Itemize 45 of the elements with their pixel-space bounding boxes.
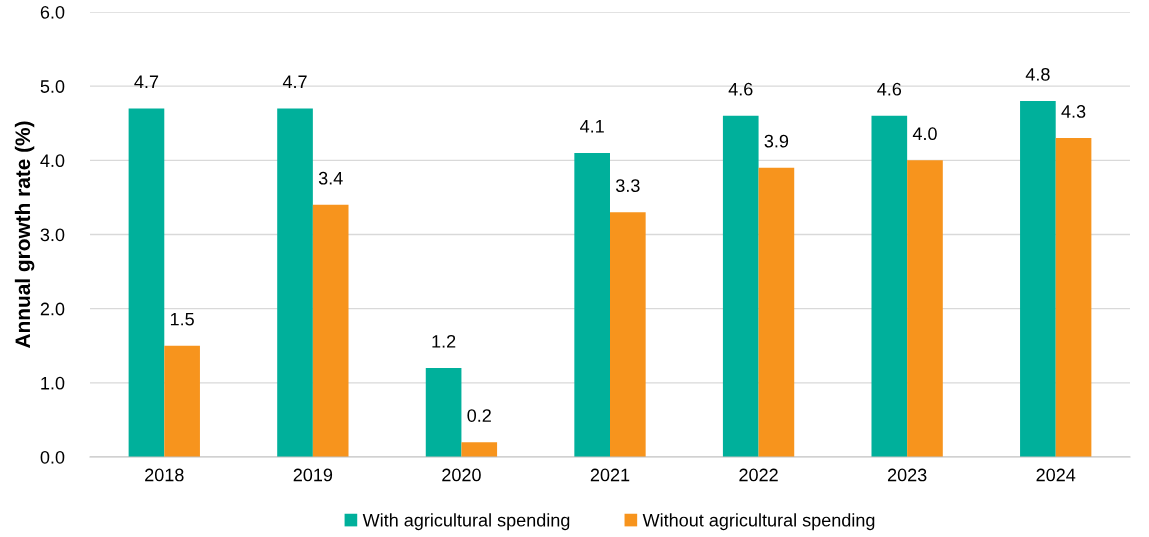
x-tick-label: 2018 [145, 468, 184, 482]
bar [1020, 101, 1056, 457]
y-tick-label: 1.0 [41, 376, 65, 390]
bar [758, 167, 795, 457]
bar [277, 108, 313, 457]
x-tick-label: 2020 [442, 468, 481, 482]
y-tick-label: 4.0 [40, 154, 65, 168]
data-label: 3.9 [764, 134, 789, 148]
legend-label: Without agricultural spending [642, 513, 875, 531]
x-tick-label: 2024 [1036, 468, 1076, 482]
y-tick-label: 3.0 [40, 228, 65, 242]
data-label: 3.4 [318, 171, 343, 185]
bar [722, 115, 759, 457]
data-label: 0.2 [467, 409, 491, 422]
y-axis-title: Annual growth rate (%) [14, 121, 35, 348]
bar [574, 152, 610, 457]
bar [461, 442, 498, 457]
bar [907, 160, 943, 457]
bar [128, 108, 165, 457]
data-label: 4.6 [728, 82, 753, 96]
bar [871, 115, 908, 457]
x-tick-label: 2022 [739, 468, 778, 482]
data-label: 4.7 [282, 75, 307, 88]
data-label: 4.0 [912, 127, 937, 141]
y-tick-label: 2.0 [40, 302, 65, 316]
bar [610, 212, 646, 457]
data-label: 4.7 [134, 75, 159, 88]
data-label: 4.6 [877, 82, 902, 96]
bar [425, 368, 462, 457]
data-label: 1.2 [432, 334, 456, 348]
bar [1055, 138, 1092, 457]
data-label: 4.8 [1025, 67, 1050, 81]
x-tick-label: 2023 [887, 468, 927, 482]
data-label: 4.1 [580, 120, 604, 133]
x-tick-label: 2021 [590, 468, 630, 482]
y-tick-label: 5.0 [40, 80, 65, 93]
bar [164, 345, 200, 457]
legend-label: With agricultural spending [362, 513, 570, 531]
y-tick-label: 6.0 [40, 5, 65, 19]
x-tick-label: 2019 [293, 468, 333, 482]
y-tick-label: 0.0 [40, 450, 65, 464]
data-label: 4.3 [1061, 105, 1086, 118]
bar [312, 204, 349, 457]
data-label: 1.5 [170, 312, 194, 326]
data-label: 3.3 [615, 179, 640, 193]
